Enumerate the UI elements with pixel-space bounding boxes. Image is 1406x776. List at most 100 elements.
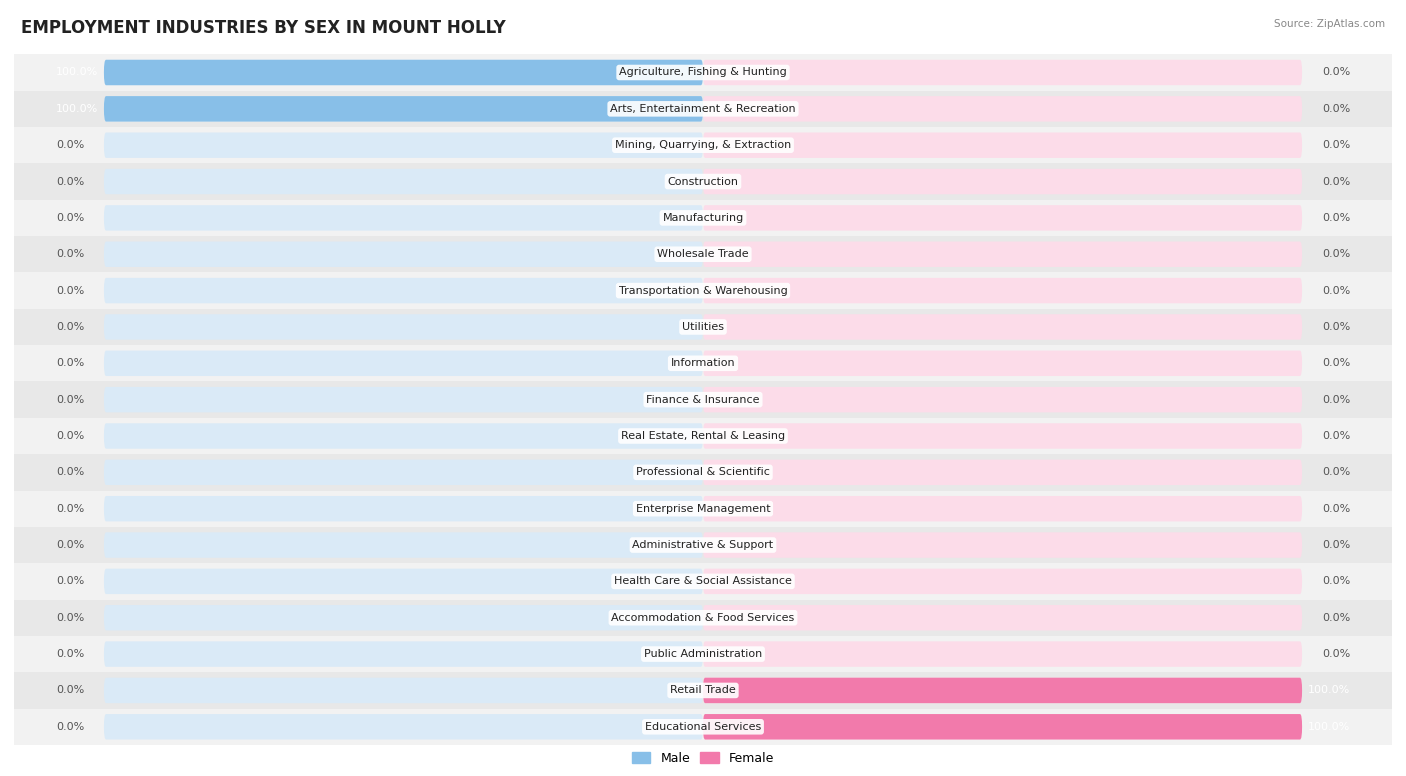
FancyBboxPatch shape	[703, 205, 1302, 230]
Bar	[14, 54, 1392, 91]
Bar	[14, 600, 1392, 636]
FancyBboxPatch shape	[104, 205, 703, 230]
Text: 0.0%: 0.0%	[1322, 140, 1350, 151]
Legend: Male, Female: Male, Female	[627, 747, 779, 770]
FancyBboxPatch shape	[104, 569, 703, 594]
Text: Mining, Quarrying, & Extraction: Mining, Quarrying, & Extraction	[614, 140, 792, 151]
Text: 0.0%: 0.0%	[56, 213, 84, 223]
Text: 100.0%: 100.0%	[1308, 685, 1350, 695]
FancyBboxPatch shape	[703, 677, 1302, 703]
Text: 0.0%: 0.0%	[56, 504, 84, 514]
FancyBboxPatch shape	[703, 314, 1302, 340]
FancyBboxPatch shape	[703, 714, 1302, 740]
FancyBboxPatch shape	[104, 96, 703, 122]
Text: 0.0%: 0.0%	[56, 540, 84, 550]
Text: Accommodation & Food Services: Accommodation & Food Services	[612, 613, 794, 622]
Text: 0.0%: 0.0%	[56, 577, 84, 587]
Text: 0.0%: 0.0%	[1322, 395, 1350, 404]
FancyBboxPatch shape	[703, 714, 1302, 740]
FancyBboxPatch shape	[703, 387, 1302, 412]
FancyBboxPatch shape	[703, 278, 1302, 303]
Text: 0.0%: 0.0%	[56, 467, 84, 477]
FancyBboxPatch shape	[104, 241, 703, 267]
Text: Source: ZipAtlas.com: Source: ZipAtlas.com	[1274, 19, 1385, 29]
Text: 100.0%: 100.0%	[56, 68, 98, 78]
Bar	[14, 272, 1392, 309]
Text: Professional & Scientific: Professional & Scientific	[636, 467, 770, 477]
FancyBboxPatch shape	[104, 532, 703, 558]
Text: Construction: Construction	[668, 177, 738, 186]
Bar	[14, 636, 1392, 672]
Text: Transportation & Warehousing: Transportation & Warehousing	[619, 286, 787, 296]
Bar	[14, 490, 1392, 527]
Text: 0.0%: 0.0%	[56, 177, 84, 186]
Bar	[14, 236, 1392, 272]
FancyBboxPatch shape	[104, 351, 703, 376]
Text: Administrative & Support: Administrative & Support	[633, 540, 773, 550]
Text: 0.0%: 0.0%	[1322, 213, 1350, 223]
Text: Arts, Entertainment & Recreation: Arts, Entertainment & Recreation	[610, 104, 796, 114]
FancyBboxPatch shape	[703, 133, 1302, 158]
FancyBboxPatch shape	[104, 677, 703, 703]
FancyBboxPatch shape	[104, 278, 703, 303]
Text: Educational Services: Educational Services	[645, 722, 761, 732]
Text: Information: Information	[671, 359, 735, 369]
FancyBboxPatch shape	[703, 496, 1302, 521]
Text: 0.0%: 0.0%	[56, 722, 84, 732]
Text: Health Care & Social Assistance: Health Care & Social Assistance	[614, 577, 792, 587]
Text: 0.0%: 0.0%	[56, 395, 84, 404]
Bar	[14, 164, 1392, 199]
Text: Real Estate, Rental & Leasing: Real Estate, Rental & Leasing	[621, 431, 785, 441]
Text: 100.0%: 100.0%	[1308, 722, 1350, 732]
FancyBboxPatch shape	[703, 60, 1302, 85]
FancyBboxPatch shape	[104, 496, 703, 521]
Bar	[14, 454, 1392, 490]
FancyBboxPatch shape	[104, 641, 703, 667]
Text: 0.0%: 0.0%	[1322, 431, 1350, 441]
Text: 0.0%: 0.0%	[56, 613, 84, 622]
FancyBboxPatch shape	[104, 60, 703, 85]
FancyBboxPatch shape	[703, 641, 1302, 667]
Bar	[14, 708, 1392, 745]
FancyBboxPatch shape	[104, 459, 703, 485]
FancyBboxPatch shape	[703, 677, 1302, 703]
FancyBboxPatch shape	[104, 714, 703, 740]
Bar	[14, 127, 1392, 164]
FancyBboxPatch shape	[104, 423, 703, 449]
Text: 0.0%: 0.0%	[1322, 359, 1350, 369]
Bar	[14, 417, 1392, 454]
Bar	[14, 309, 1392, 345]
FancyBboxPatch shape	[703, 241, 1302, 267]
FancyBboxPatch shape	[703, 169, 1302, 194]
Bar	[14, 345, 1392, 382]
FancyBboxPatch shape	[104, 314, 703, 340]
Bar	[14, 672, 1392, 708]
Text: 0.0%: 0.0%	[1322, 467, 1350, 477]
FancyBboxPatch shape	[104, 169, 703, 194]
FancyBboxPatch shape	[703, 605, 1302, 630]
FancyBboxPatch shape	[104, 387, 703, 412]
Text: Retail Trade: Retail Trade	[671, 685, 735, 695]
Text: 0.0%: 0.0%	[1322, 613, 1350, 622]
Text: 0.0%: 0.0%	[1322, 540, 1350, 550]
Text: 0.0%: 0.0%	[1322, 68, 1350, 78]
Text: 0.0%: 0.0%	[1322, 286, 1350, 296]
Text: 0.0%: 0.0%	[1322, 249, 1350, 259]
Text: 0.0%: 0.0%	[56, 140, 84, 151]
Text: Finance & Insurance: Finance & Insurance	[647, 395, 759, 404]
FancyBboxPatch shape	[104, 605, 703, 630]
Text: EMPLOYMENT INDUSTRIES BY SEX IN MOUNT HOLLY: EMPLOYMENT INDUSTRIES BY SEX IN MOUNT HO…	[21, 19, 506, 37]
Text: 0.0%: 0.0%	[56, 322, 84, 332]
Text: Utilities: Utilities	[682, 322, 724, 332]
Text: 0.0%: 0.0%	[56, 649, 84, 659]
Text: 0.0%: 0.0%	[1322, 104, 1350, 114]
Bar	[14, 563, 1392, 600]
Text: 0.0%: 0.0%	[1322, 577, 1350, 587]
Text: 0.0%: 0.0%	[1322, 504, 1350, 514]
Text: Agriculture, Fishing & Hunting: Agriculture, Fishing & Hunting	[619, 68, 787, 78]
Text: 0.0%: 0.0%	[56, 685, 84, 695]
Bar	[14, 527, 1392, 563]
FancyBboxPatch shape	[703, 459, 1302, 485]
FancyBboxPatch shape	[104, 133, 703, 158]
FancyBboxPatch shape	[104, 96, 703, 122]
